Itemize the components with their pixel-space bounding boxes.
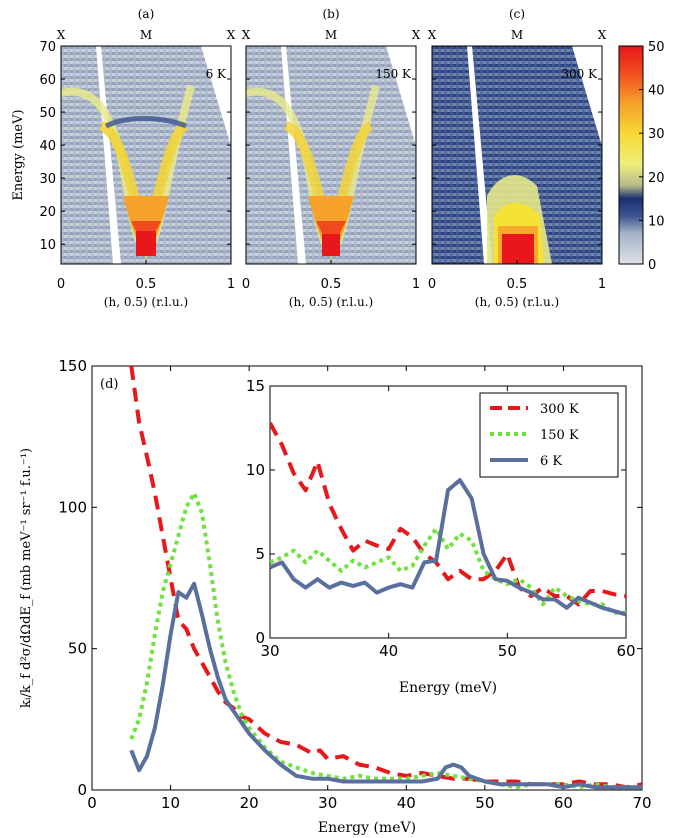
y-tick-label: 70: [39, 40, 56, 55]
colorbar-tick-label: 20: [648, 171, 665, 186]
panel-tag: (b): [322, 7, 339, 21]
top-xlabel: (h, 0.5) (r.l.u.): [104, 295, 188, 309]
x-tick-label: 10: [161, 794, 180, 812]
x-tick-label: 40: [379, 642, 398, 660]
inset-series: [270, 422, 626, 617]
sym-label: M: [325, 28, 337, 42]
y-tick-label: 50: [68, 640, 87, 658]
series-line-150K: [270, 526, 626, 615]
panel-d-xlabel: Energy (meV): [318, 820, 416, 836]
y-tick-label: 0: [255, 629, 265, 647]
colorbar-tick-label: 40: [648, 84, 665, 99]
x-tick-label: 30: [318, 794, 337, 812]
panel-tag: (a): [138, 7, 155, 21]
y-tick-label: 5: [255, 545, 265, 563]
panel-d-tag: (d): [100, 377, 118, 392]
y-tick-label: 0: [77, 781, 87, 799]
x-tick-label: 1: [598, 277, 606, 292]
y-tick-label: 50: [39, 106, 56, 121]
sym-label: M: [140, 28, 152, 42]
sym-label: X: [227, 28, 236, 42]
x-tick-label: 60: [554, 794, 573, 812]
y-tick-label: 60: [39, 73, 56, 88]
legend-label-300K: 300 K: [540, 402, 579, 417]
x-tick-label: 1: [412, 277, 420, 292]
inset-xlabel: Energy (meV): [399, 680, 497, 696]
sym-label: M: [511, 28, 523, 42]
top-xlabel: (h, 0.5) (r.l.u.): [289, 295, 373, 309]
y-tick-label: 30: [39, 172, 56, 187]
colorbar-tick-label: 30: [648, 127, 665, 142]
top-xlabel: (h, 0.5) (r.l.u.): [475, 295, 559, 309]
series-line-6K: [270, 478, 626, 617]
y-tick-label: 150: [58, 357, 87, 375]
x-tick-label: 50: [498, 642, 517, 660]
sym-label: X: [412, 28, 421, 42]
x-tick-label: 30: [260, 642, 279, 660]
y-tick-label: 20: [39, 205, 56, 220]
main-series: [129, 366, 642, 790]
sym-label: X: [242, 28, 251, 42]
x-tick-label: 0.5: [136, 277, 157, 292]
panel-a: 6 K: [60, 45, 232, 265]
x-tick-label: 0.5: [507, 277, 528, 292]
panel-d-ylabel: kᵢ/k_f d²σ/dΩdE_f (mb meV⁻¹ sr⁻¹ f.u.⁻¹): [19, 448, 34, 708]
x-tick-label: 20: [240, 794, 259, 812]
x-tick-label: 1: [227, 277, 235, 292]
x-tick-label: 0.5: [321, 277, 342, 292]
x-tick-label: 50: [475, 794, 494, 812]
y-tick-label: 10: [39, 238, 56, 253]
legend-label-6K: 6 K: [540, 454, 562, 469]
x-tick-label: 0: [428, 277, 436, 292]
panel-c: 300 K: [431, 45, 603, 265]
y-tick-label: 15: [246, 377, 265, 395]
x-tick-label: 0: [57, 277, 65, 292]
legend: 300 K 150 K 6 K: [479, 392, 619, 478]
panel-a-temp: 6 K: [206, 67, 227, 81]
sym-label: X: [57, 28, 66, 42]
x-tick-label: 70: [632, 794, 651, 812]
x-tick-label: 60: [616, 642, 635, 660]
panel-b-temp: 150 K: [375, 67, 412, 81]
x-tick-label: 0: [242, 277, 250, 292]
legend-label-150K: 150 K: [540, 428, 579, 443]
colorbar-tick-label: 0: [648, 258, 656, 273]
inset: 30 40 50 60 0 5 10 15 Energy (meV) 300 K 150 K …: [246, 377, 636, 696]
colorbar-tick-label: 50: [648, 40, 665, 55]
colorbar-tick-label: 10: [648, 214, 665, 229]
top-panels: Energy (meV) 6 K 150 K: [11, 7, 665, 309]
x-tick-label: 0: [87, 794, 97, 812]
series-line-300K: [270, 422, 626, 607]
panel-b: 150 K: [245, 45, 417, 265]
panel-tag: (c): [509, 7, 525, 21]
sym-label: X: [428, 28, 437, 42]
panel-c-temp: 300 K: [561, 67, 598, 81]
y-tick-label: 10: [246, 461, 265, 479]
sym-label: X: [598, 28, 607, 42]
top-ylabel: Energy (meV): [11, 109, 26, 200]
top-axes: (a)X M X0 0.5 1(h, 0.5) (r.l.u.)102030405060…: [39, 7, 606, 309]
y-tick-label: 40: [39, 139, 56, 154]
x-tick-label: 40: [397, 794, 416, 812]
colorbar: 0 10 20 30 40 50: [618, 40, 665, 273]
series-line-6K: [129, 581, 642, 790]
y-tick-label: 100: [58, 498, 87, 516]
series-line-150K: [129, 491, 642, 790]
